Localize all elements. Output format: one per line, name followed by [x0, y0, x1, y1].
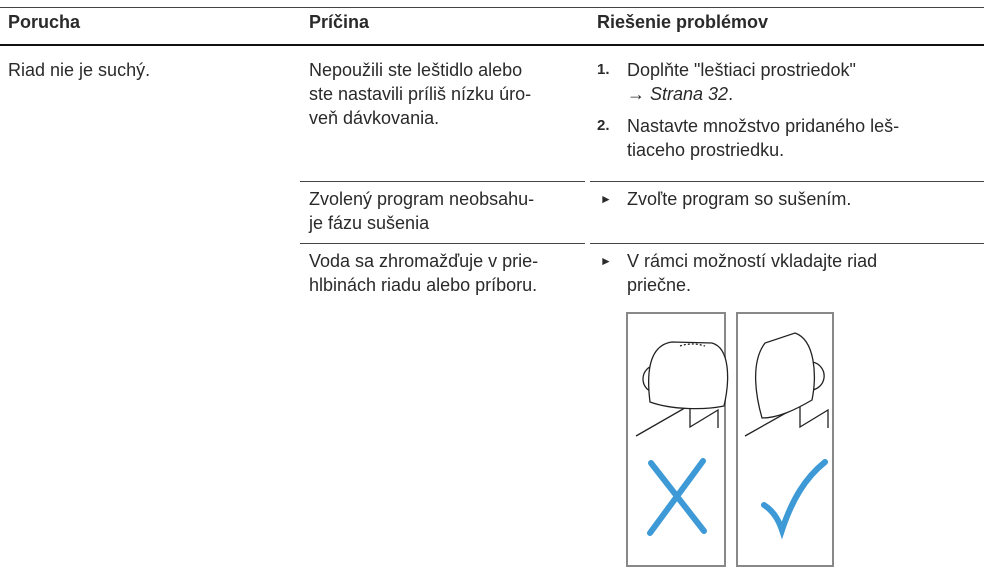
- step-number: 2.: [597, 117, 610, 134]
- correct-icon: [761, 459, 828, 540]
- cause-line: ste nastavili príliš nízku úro-: [309, 84, 532, 104]
- step-line: Nastavte množstvo pridaného leš-: [627, 116, 900, 136]
- bullet: ►: [600, 192, 612, 206]
- cause-line: Nepoužili ste leštidlo alebo: [309, 60, 523, 80]
- cause-line: veň dávkovania.: [309, 108, 440, 128]
- header-rule: [0, 44, 984, 46]
- cause-line: Zvolený program neobsahu-: [309, 189, 535, 209]
- reference: → Strana 32.: [627, 82, 733, 106]
- punct: .: [728, 84, 734, 104]
- rack: [744, 403, 829, 437]
- row-rule: [590, 243, 984, 244]
- row-rule: [590, 181, 984, 182]
- header-cell: Riešenie problémov: [597, 12, 769, 32]
- frame: [626, 312, 726, 567]
- step-number: 1.: [597, 61, 610, 78]
- wrong-icon: [647, 458, 707, 536]
- header-cell: Príčina: [309, 12, 370, 32]
- top-rule: [0, 7, 984, 8]
- page-link[interactable]: Strana 32: [650, 84, 729, 104]
- cup: [755, 332, 815, 419]
- row-rule: [300, 181, 585, 182]
- cause-line: Voda sa zhromažďuje v prie-: [309, 251, 539, 271]
- solution-line: Zvoľte program so sušením.: [627, 189, 852, 209]
- rack: [635, 403, 719, 437]
- arrow: →: [627, 84, 645, 104]
- row-rule: [300, 243, 585, 244]
- frame: [736, 312, 834, 567]
- step-line: tiaceho prostriedku.: [627, 140, 785, 160]
- solution-line: V rámci možností vkladajte riad: [627, 251, 878, 271]
- solution-line: priečne.: [627, 275, 692, 295]
- bullet: ►: [600, 254, 612, 268]
- cup-foot: [679, 343, 706, 347]
- cup: [647, 341, 729, 410]
- header-cell: Porucha: [8, 12, 81, 32]
- problem: Riad nie je suchý.: [8, 60, 151, 80]
- step-line: Doplňte "leštiaci prostriedok": [627, 60, 856, 80]
- cause-line: je fázu sušenia: [309, 213, 430, 233]
- cause-line: hlbinách riadu alebo príboru.: [309, 275, 538, 295]
